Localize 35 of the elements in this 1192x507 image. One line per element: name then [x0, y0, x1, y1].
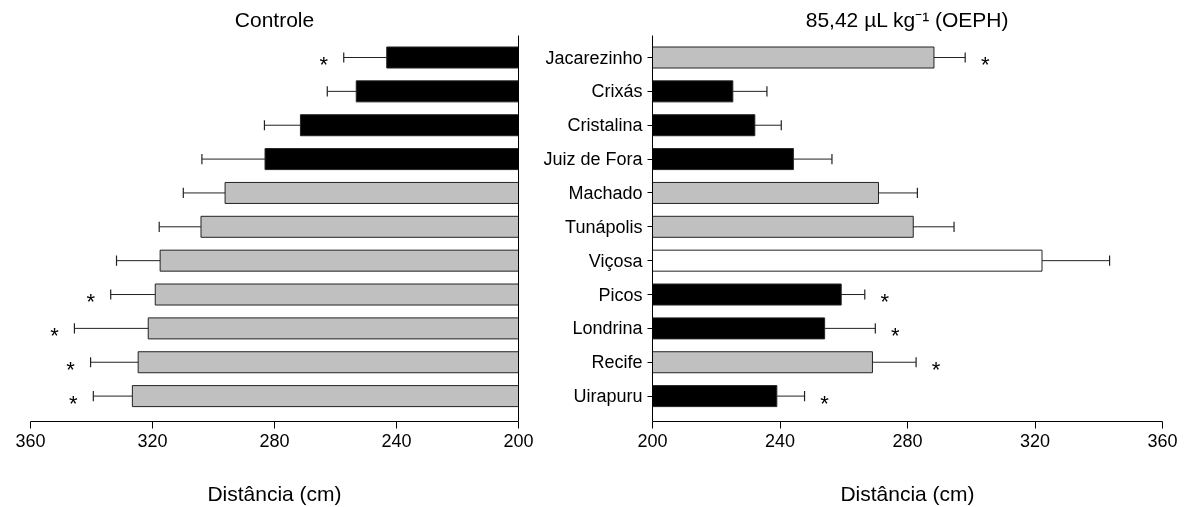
y-tick-label: Crixás [591, 81, 643, 102]
x-tick-label: 360 [1147, 430, 1178, 451]
annotation: * [931, 356, 941, 382]
y-tick-label: Recife [591, 352, 643, 373]
x-axis-title: Distância (cm) [840, 481, 975, 505]
y-tick-label: Tunápolis [565, 216, 643, 237]
annotation: * [50, 322, 60, 348]
y-tick-label: Viçosa [588, 250, 644, 271]
chart-title: 85,42 µL kg⁻¹ (OEPH) [805, 7, 1009, 31]
y-tick-label: Juiz de Fora [543, 149, 644, 170]
x-tick-label: 240 [381, 430, 412, 451]
x-tick-label: 200 [637, 430, 668, 451]
annotation: * [69, 390, 79, 416]
annotation: * [891, 322, 901, 348]
y-tick-label: Machado [568, 182, 643, 203]
y-tick-label: Londrina [572, 318, 644, 339]
annotation: * [66, 356, 76, 382]
y-tick-label: Cristalina [567, 115, 644, 136]
x-axis-title: Distância (cm) [207, 481, 342, 505]
annotation: * [86, 289, 96, 315]
annotation: * [980, 52, 990, 78]
x-tick-label: 320 [1019, 430, 1051, 451]
annotation: * [820, 390, 830, 416]
annotation: * [319, 52, 329, 78]
x-tick-label: 320 [137, 430, 168, 451]
y-tick-label: Uirapuru [573, 386, 643, 407]
y-tick-label: Jacarezinho [545, 47, 643, 68]
x-tick-label: 200 [503, 430, 534, 451]
x-tick-label: 280 [259, 430, 290, 451]
x-tick-label: 360 [15, 430, 46, 451]
x-tick-label: 280 [892, 430, 923, 451]
y-tick-label: Picos [598, 284, 643, 305]
x-tick-label: 240 [764, 430, 796, 451]
annotation: * [880, 289, 890, 315]
chart-title: Controle [234, 7, 315, 31]
